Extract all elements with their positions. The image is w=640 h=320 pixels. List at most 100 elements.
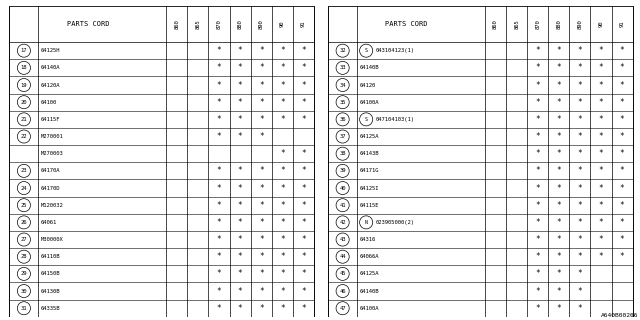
Text: *: * xyxy=(557,63,561,72)
Text: 64171G: 64171G xyxy=(360,168,379,173)
Text: *: * xyxy=(578,115,582,124)
Text: *: * xyxy=(557,286,561,296)
Text: 64150B: 64150B xyxy=(41,271,60,276)
Text: A640B00266: A640B00266 xyxy=(601,313,639,318)
Text: 40: 40 xyxy=(339,186,346,190)
Text: *: * xyxy=(536,252,540,261)
Text: 64140B: 64140B xyxy=(360,289,379,293)
Text: *: * xyxy=(557,98,561,107)
Text: *: * xyxy=(217,304,221,313)
Text: *: * xyxy=(536,98,540,107)
Text: *: * xyxy=(578,149,582,158)
Text: 31: 31 xyxy=(20,306,27,311)
Text: *: * xyxy=(280,201,285,210)
Text: 64125A: 64125A xyxy=(360,271,379,276)
Text: *: * xyxy=(598,252,604,261)
Text: *: * xyxy=(238,46,243,55)
Text: *: * xyxy=(578,98,582,107)
Text: *: * xyxy=(620,81,625,90)
Text: *: * xyxy=(598,166,604,175)
Text: *: * xyxy=(217,252,221,261)
Text: 47: 47 xyxy=(339,306,346,311)
Text: 64120: 64120 xyxy=(360,83,376,87)
Text: *: * xyxy=(301,98,306,107)
Text: *: * xyxy=(280,235,285,244)
Text: *: * xyxy=(280,184,285,193)
Text: 42: 42 xyxy=(339,220,346,225)
Text: *: * xyxy=(536,46,540,55)
Text: 890: 890 xyxy=(577,20,582,29)
Text: 64140A: 64140A xyxy=(41,65,60,70)
Text: *: * xyxy=(598,149,604,158)
Text: *: * xyxy=(280,81,285,90)
Text: *: * xyxy=(578,63,582,72)
Text: *: * xyxy=(557,132,561,141)
Text: *: * xyxy=(259,184,264,193)
Text: 64100: 64100 xyxy=(41,100,57,105)
Text: *: * xyxy=(301,63,306,72)
Text: 64316: 64316 xyxy=(360,237,376,242)
Text: *: * xyxy=(217,46,221,55)
Text: *: * xyxy=(536,166,540,175)
Text: *: * xyxy=(557,252,561,261)
Text: 33: 33 xyxy=(339,65,346,70)
Text: *: * xyxy=(259,286,264,296)
Text: *: * xyxy=(620,235,625,244)
Text: *: * xyxy=(217,286,221,296)
Text: *: * xyxy=(301,166,306,175)
Text: *: * xyxy=(598,201,604,210)
Text: *: * xyxy=(238,166,243,175)
Text: *: * xyxy=(557,149,561,158)
Text: *: * xyxy=(259,46,264,55)
Text: *: * xyxy=(217,235,221,244)
Text: *: * xyxy=(557,81,561,90)
Text: *: * xyxy=(301,218,306,227)
Text: *: * xyxy=(280,218,285,227)
Text: *: * xyxy=(301,304,306,313)
Text: 21: 21 xyxy=(20,117,27,122)
Text: *: * xyxy=(536,115,540,124)
Text: *: * xyxy=(598,132,604,141)
Text: *: * xyxy=(536,269,540,278)
Text: *: * xyxy=(598,235,604,244)
Text: 64100A: 64100A xyxy=(360,306,379,311)
Text: *: * xyxy=(620,218,625,227)
Text: 64140B: 64140B xyxy=(360,65,379,70)
Text: *: * xyxy=(578,46,582,55)
Text: 64061: 64061 xyxy=(41,220,57,225)
Text: *: * xyxy=(301,235,306,244)
Text: *: * xyxy=(259,132,264,141)
Text: 64100A: 64100A xyxy=(360,100,379,105)
Text: *: * xyxy=(259,166,264,175)
Text: *: * xyxy=(301,149,306,158)
Text: 27: 27 xyxy=(20,237,27,242)
Text: S: S xyxy=(365,48,367,53)
Text: 64130B: 64130B xyxy=(41,289,60,293)
Text: *: * xyxy=(578,269,582,278)
Text: PARTS CORD: PARTS CORD xyxy=(385,21,428,27)
Text: 64170D: 64170D xyxy=(41,186,60,190)
Text: *: * xyxy=(301,252,306,261)
Text: 37: 37 xyxy=(339,134,346,139)
Text: *: * xyxy=(238,132,243,141)
Text: 29: 29 xyxy=(20,271,27,276)
Text: 880: 880 xyxy=(237,20,243,29)
Text: *: * xyxy=(217,184,221,193)
Text: *: * xyxy=(598,115,604,124)
Text: *: * xyxy=(238,98,243,107)
Text: M30000X: M30000X xyxy=(41,237,63,242)
Text: 865: 865 xyxy=(195,20,200,29)
Text: *: * xyxy=(259,115,264,124)
Text: *: * xyxy=(301,286,306,296)
Text: *: * xyxy=(217,98,221,107)
Text: *: * xyxy=(259,235,264,244)
Text: *: * xyxy=(217,218,221,227)
Text: 24: 24 xyxy=(20,186,27,190)
Text: 28: 28 xyxy=(20,254,27,259)
Text: 043104123(1): 043104123(1) xyxy=(375,48,414,53)
Text: *: * xyxy=(238,201,243,210)
Text: 36: 36 xyxy=(339,117,346,122)
Text: 860: 860 xyxy=(493,20,498,29)
Text: *: * xyxy=(557,269,561,278)
Text: *: * xyxy=(280,63,285,72)
